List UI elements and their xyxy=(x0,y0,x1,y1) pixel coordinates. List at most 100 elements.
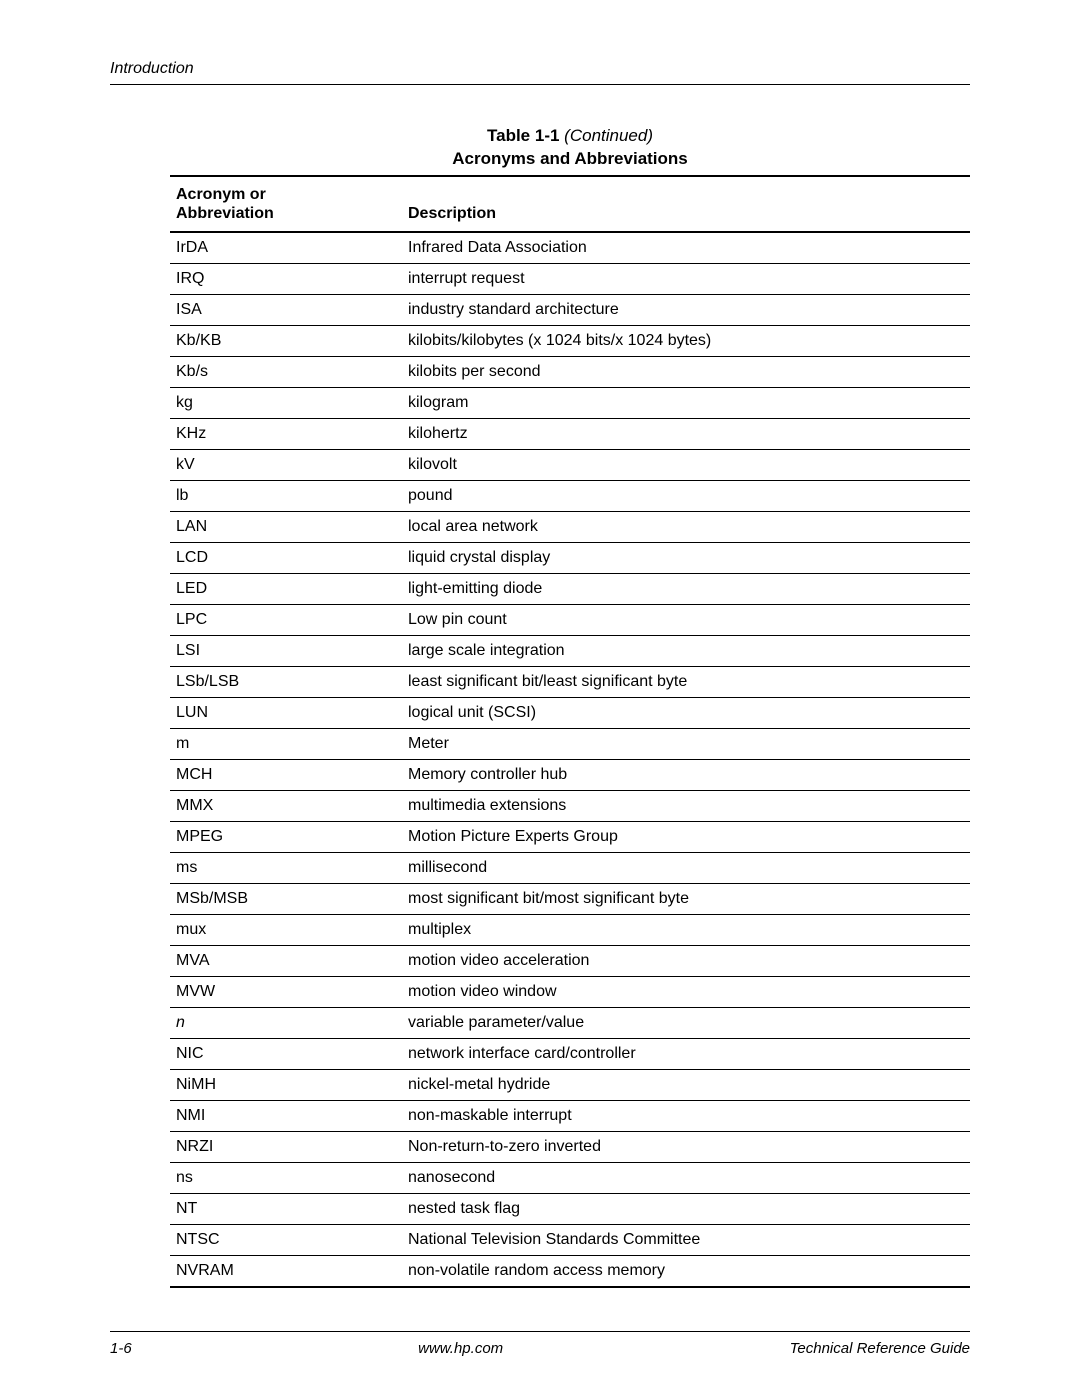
cell-acronym: IrDA xyxy=(170,232,402,264)
cell-acronym: LUN xyxy=(170,698,402,729)
page-footer: 1-6 www.hp.com Technical Reference Guide xyxy=(110,1331,970,1357)
cell-acronym: n xyxy=(170,1008,402,1039)
cell-acronym: LED xyxy=(170,574,402,605)
table-row: MVAmotion video acceleration xyxy=(170,946,970,977)
cell-acronym: lb xyxy=(170,481,402,512)
table-row: LANlocal area network xyxy=(170,512,970,543)
cell-description: nanosecond xyxy=(402,1163,970,1194)
cell-description: least significant bit/least significant … xyxy=(402,667,970,698)
table-row: mMeter xyxy=(170,729,970,760)
acronyms-table: Acronym or Abbreviation Description IrDA… xyxy=(170,175,970,1288)
table-row: NTSCNational Television Standards Commit… xyxy=(170,1225,970,1256)
cell-description: Infrared Data Association xyxy=(402,232,970,264)
cell-acronym: MSb/MSB xyxy=(170,884,402,915)
table-header-row: Acronym or Abbreviation Description xyxy=(170,176,970,232)
cell-description: Memory controller hub xyxy=(402,760,970,791)
cell-description: local area network xyxy=(402,512,970,543)
table-row: nsnanosecond xyxy=(170,1163,970,1194)
cell-acronym: NMI xyxy=(170,1101,402,1132)
cell-description: variable parameter/value xyxy=(402,1008,970,1039)
cell-description: pound xyxy=(402,481,970,512)
cell-acronym: MPEG xyxy=(170,822,402,853)
cell-description: Non-return-to-zero inverted xyxy=(402,1132,970,1163)
table-row: ISAindustry standard architecture xyxy=(170,295,970,326)
table-row: NRZINon-return-to-zero inverted xyxy=(170,1132,970,1163)
table-row: MPEGMotion Picture Experts Group xyxy=(170,822,970,853)
table-row: NMInon-maskable interrupt xyxy=(170,1101,970,1132)
cell-description: multiplex xyxy=(402,915,970,946)
cell-acronym: LAN xyxy=(170,512,402,543)
cell-description: multimedia extensions xyxy=(402,791,970,822)
cell-description: kilogram xyxy=(402,388,970,419)
table-row: NiMHnickel-metal hydride xyxy=(170,1070,970,1101)
cell-description: network interface card/controller xyxy=(402,1039,970,1070)
cell-description: kilohertz xyxy=(402,419,970,450)
cell-description: Low pin count xyxy=(402,605,970,636)
table-row: nvariable parameter/value xyxy=(170,1008,970,1039)
cell-acronym: ms xyxy=(170,853,402,884)
table-row: MSb/MSBmost significant bit/most signifi… xyxy=(170,884,970,915)
table-row: MCHMemory controller hub xyxy=(170,760,970,791)
cell-description: interrupt request xyxy=(402,264,970,295)
cell-acronym: NTSC xyxy=(170,1225,402,1256)
cell-acronym: ISA xyxy=(170,295,402,326)
cell-description: industry standard architecture xyxy=(402,295,970,326)
cell-acronym: LSI xyxy=(170,636,402,667)
col-header-description: Description xyxy=(402,176,970,232)
table-row: MVWmotion video window xyxy=(170,977,970,1008)
footer-url: www.hp.com xyxy=(132,1340,790,1357)
cell-acronym: mux xyxy=(170,915,402,946)
table-row: KHzkilohertz xyxy=(170,419,970,450)
table-subtitle: Acronyms and Abbreviations xyxy=(170,148,970,171)
table-row: NTnested task flag xyxy=(170,1194,970,1225)
cell-description: most significant bit/most significant by… xyxy=(402,884,970,915)
table-row: LSb/LSBleast significant bit/least signi… xyxy=(170,667,970,698)
table-row: lbpound xyxy=(170,481,970,512)
cell-description: kilovolt xyxy=(402,450,970,481)
col-header-acronym-line1: Acronym or xyxy=(176,186,266,203)
cell-acronym: MCH xyxy=(170,760,402,791)
cell-description: liquid crystal display xyxy=(402,543,970,574)
cell-acronym: kV xyxy=(170,450,402,481)
cell-acronym: m xyxy=(170,729,402,760)
cell-acronym: MVA xyxy=(170,946,402,977)
col-header-acronym: Acronym or Abbreviation xyxy=(170,176,402,232)
cell-description: kilobits per second xyxy=(402,357,970,388)
cell-acronym: LCD xyxy=(170,543,402,574)
cell-acronym: NRZI xyxy=(170,1132,402,1163)
table-row: IRQinterrupt request xyxy=(170,264,970,295)
cell-acronym: NiMH xyxy=(170,1070,402,1101)
table-row: LEDlight-emitting diode xyxy=(170,574,970,605)
cell-acronym: kg xyxy=(170,388,402,419)
table-row: Kb/skilobits per second xyxy=(170,357,970,388)
cell-description: Motion Picture Experts Group xyxy=(402,822,970,853)
cell-description: nickel-metal hydride xyxy=(402,1070,970,1101)
table-row: msmillisecond xyxy=(170,853,970,884)
cell-description: nested task flag xyxy=(402,1194,970,1225)
cell-acronym: ns xyxy=(170,1163,402,1194)
table-row: kVkilovolt xyxy=(170,450,970,481)
table-label: Table 1-1 xyxy=(487,126,559,145)
table-row: NICnetwork interface card/controller xyxy=(170,1039,970,1070)
table-row: LPCLow pin count xyxy=(170,605,970,636)
table-continued: (Continued) xyxy=(564,126,653,145)
cell-acronym: LSb/LSB xyxy=(170,667,402,698)
cell-description: motion video window xyxy=(402,977,970,1008)
cell-acronym: IRQ xyxy=(170,264,402,295)
cell-acronym: LPC xyxy=(170,605,402,636)
table-row: LUNlogical unit (SCSI) xyxy=(170,698,970,729)
cell-description: logical unit (SCSI) xyxy=(402,698,970,729)
table-row: NVRAMnon-volatile random access memory xyxy=(170,1256,970,1288)
table-row: MMXmultimedia extensions xyxy=(170,791,970,822)
cell-description: National Television Standards Committee xyxy=(402,1225,970,1256)
cell-description: millisecond xyxy=(402,853,970,884)
table-row: LCDliquid crystal display xyxy=(170,543,970,574)
table-row: kgkilogram xyxy=(170,388,970,419)
table-caption: Table 1-1 (Continued) Acronyms and Abbre… xyxy=(170,125,970,171)
cell-acronym: MMX xyxy=(170,791,402,822)
cell-acronym: NT xyxy=(170,1194,402,1225)
cell-description: kilobits/kilobytes (x 1024 bits/x 1024 b… xyxy=(402,326,970,357)
cell-acronym: Kb/s xyxy=(170,357,402,388)
cell-description: non-maskable interrupt xyxy=(402,1101,970,1132)
footer-page-number: 1-6 xyxy=(110,1340,132,1357)
